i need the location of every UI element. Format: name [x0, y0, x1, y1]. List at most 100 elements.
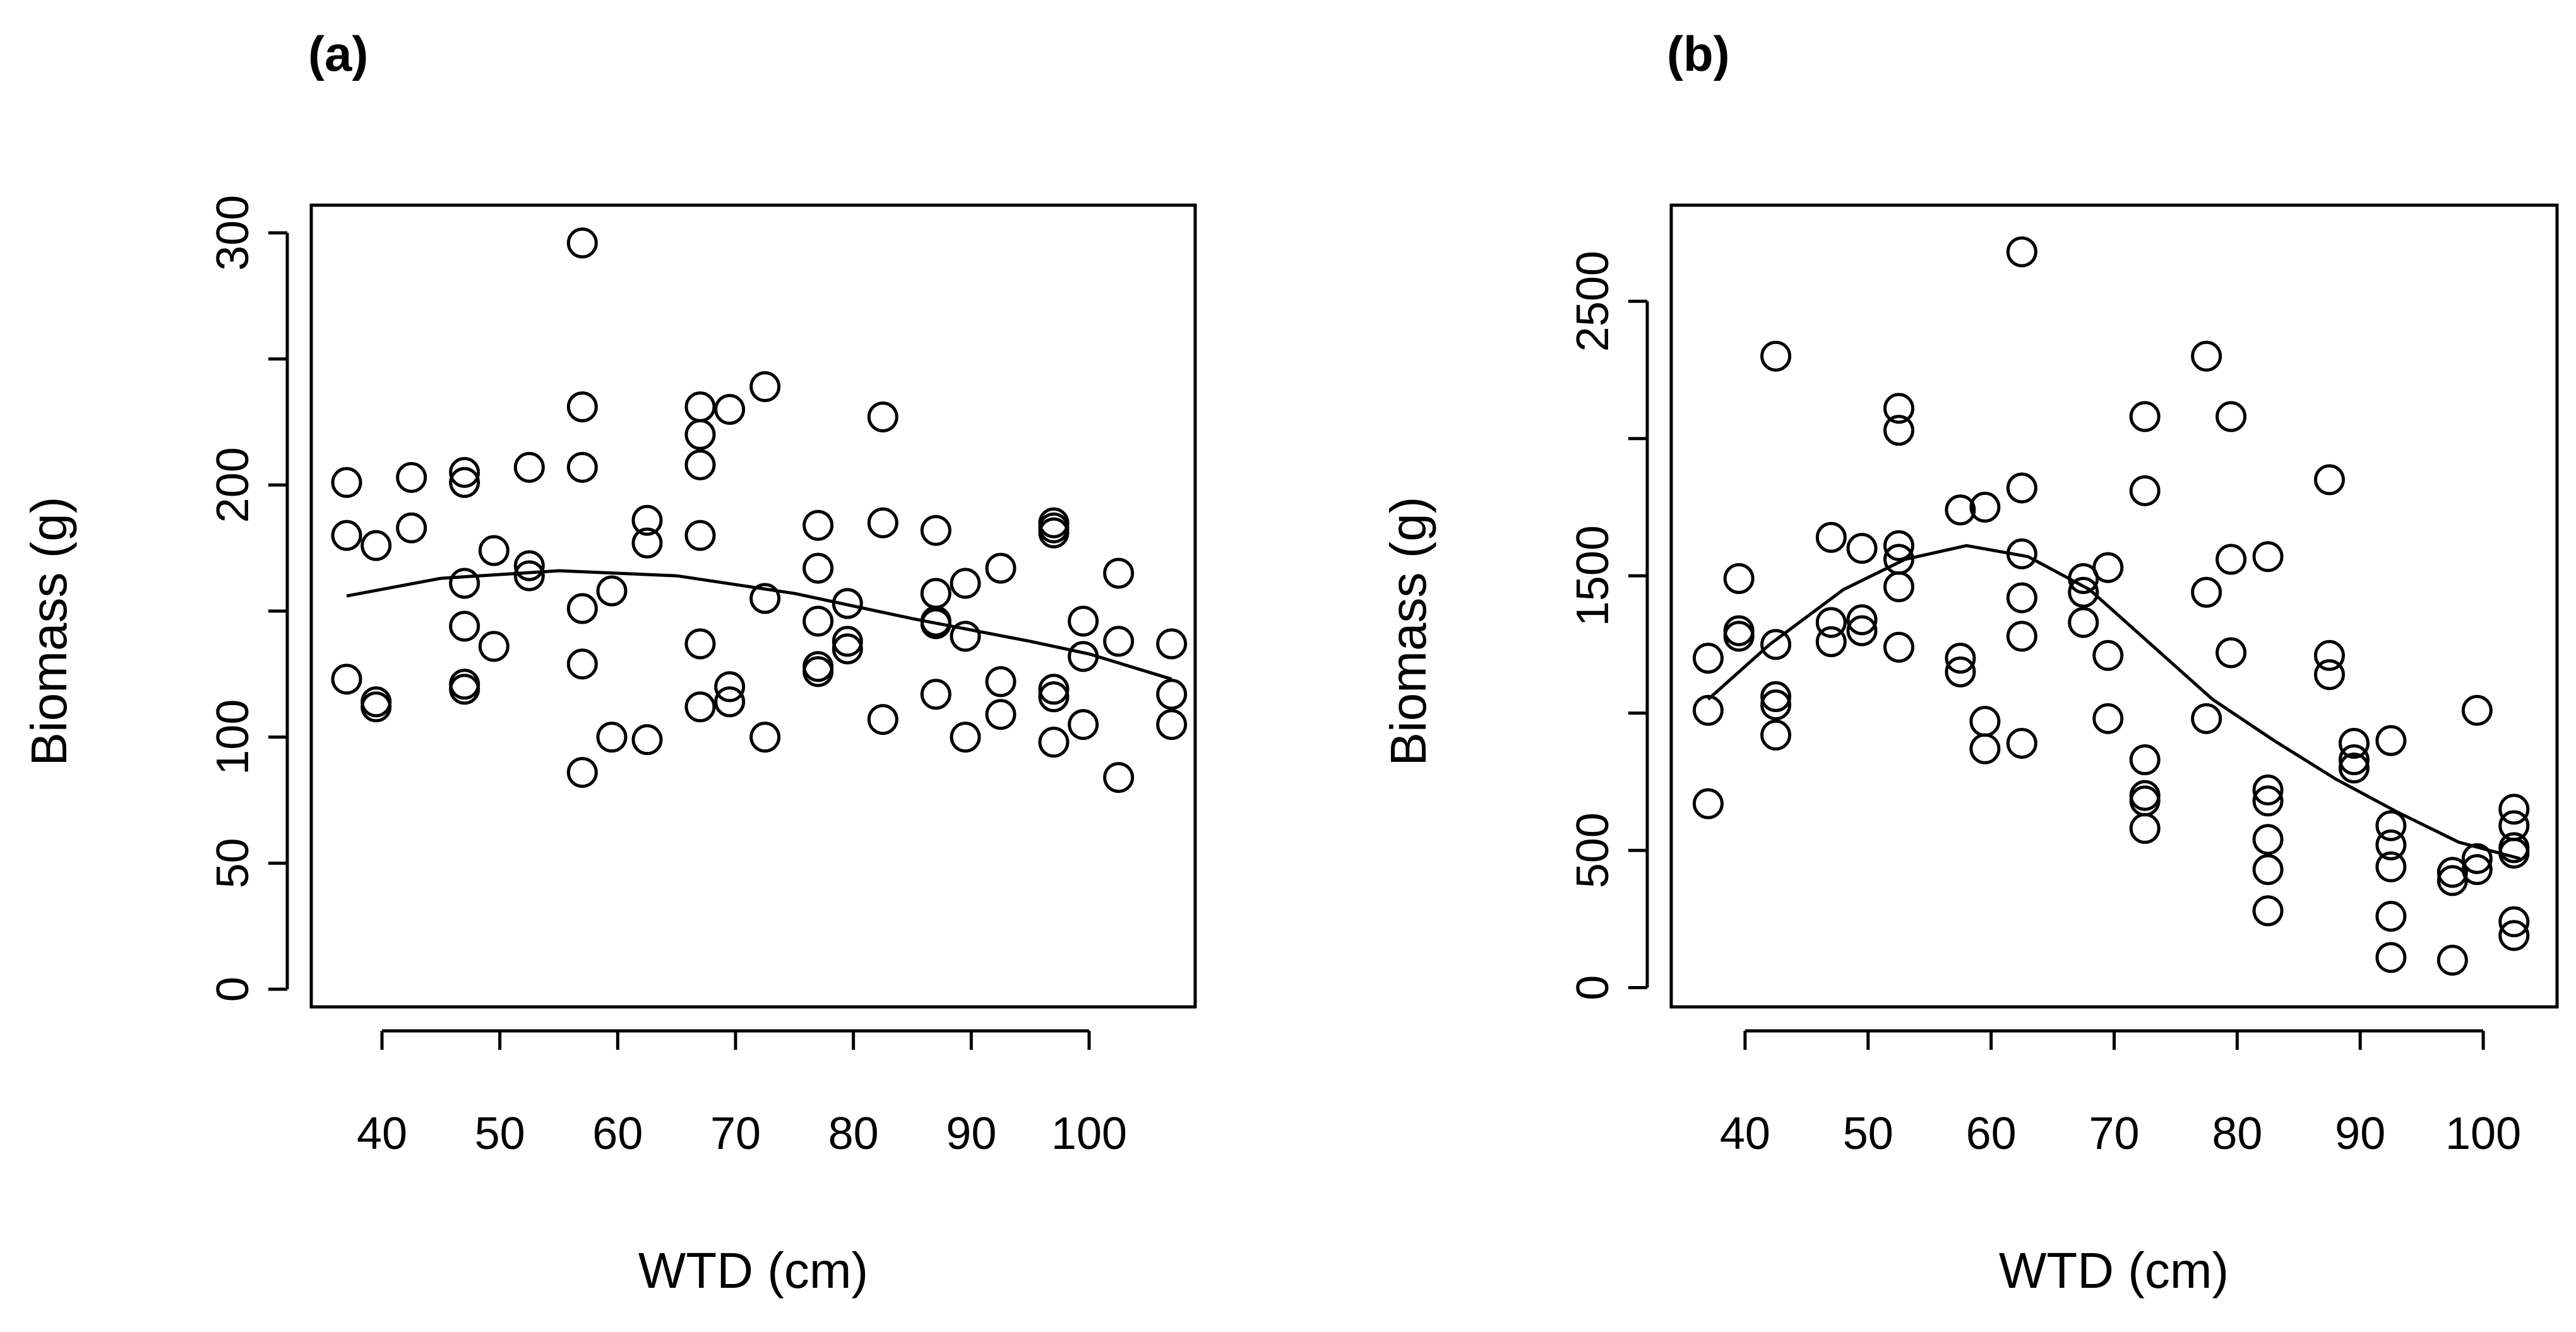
panel-b-y-tick-label: 1500: [1568, 525, 1618, 626]
panel-a-data-point: [331, 663, 362, 695]
panel-b-data-point: [2129, 475, 2161, 506]
panel-a-data-point: [684, 520, 716, 551]
panel-a-data-point: [596, 575, 628, 607]
panel-a-y-tick-label: 300: [208, 195, 258, 271]
panel-b-data-point: [1883, 631, 1914, 663]
panel-b-data-point: [1760, 681, 1792, 713]
panel-b-data-point: [2252, 854, 2284, 886]
panel-b-data-point: [2375, 900, 2407, 932]
panel-b-y-tick-label: 0: [1568, 975, 1618, 1001]
panel-b-y-tick-label: 500: [1568, 812, 1618, 888]
panel-a-data-point: [566, 227, 598, 259]
panel-b-data-point: [2436, 857, 2468, 888]
panel-b-y-axis-title: Biomass (g): [1380, 497, 1436, 766]
panel-b-data-point: [1760, 719, 1792, 751]
panel-a-data-point: [867, 401, 898, 432]
panel-a: (a) 40 50 60 70 80 90 100 0 50 100 200 300 WTD (cm…: [21, 26, 1197, 1299]
panel-a-y-tick-label: 100: [208, 699, 258, 775]
panel-b-data-point: [2498, 920, 2530, 951]
panel-a-data-point: [631, 504, 663, 536]
panel-b-data-point: [2006, 582, 2037, 614]
panel-a-data-point: [449, 674, 480, 705]
panel-a-data-point: [478, 631, 510, 662]
panel-a-data-point: [396, 512, 427, 544]
panel-b-data-point: [2252, 785, 2284, 817]
panel-a-x-tick-label: 60: [592, 1109, 643, 1159]
panel-b-data-point: [2338, 727, 2370, 759]
panel-b-data-point: [2215, 544, 2247, 575]
panel-b-data-point: [2092, 703, 2124, 734]
panel-b-x-tick-label: 90: [2335, 1109, 2385, 1159]
panel-a-data-point: [802, 656, 834, 687]
panel-b: (b) 40 50 60 70 80 90 100 0 500 1500 2500 WTD (cm…: [1380, 26, 2559, 1299]
panel-a-data-point: [631, 724, 663, 756]
panel-b-data-point: [1883, 393, 1914, 424]
panel-b-data-point: [1692, 788, 1724, 819]
panel-a-data-point: [920, 514, 951, 546]
panel-b-label: (b): [1667, 26, 1730, 81]
panel-a-data-point: [920, 679, 951, 710]
panel-b-x-tick-label: 80: [2212, 1109, 2262, 1159]
panel-a-y-tick-label: 200: [208, 447, 258, 523]
panel-a-data-point: [867, 704, 898, 735]
panel-b-data-point: [1760, 340, 1792, 372]
panel-a-data-point: [1038, 674, 1070, 705]
panel-a-data-point: [802, 509, 834, 541]
panel-a-label: (a): [308, 26, 368, 81]
panel-b-data-point: [1945, 656, 1976, 687]
panel-b-data-point: [2092, 639, 2124, 671]
panel-b-data-point: [2191, 703, 2222, 734]
panel-b-data-point: [2498, 906, 2530, 937]
panel-a-data-point: [513, 451, 545, 483]
panel-b-plot-frame: [1669, 203, 2559, 1009]
panel-b-data-point: [1846, 615, 1878, 646]
panel-b-data-point: [2068, 607, 2099, 638]
panel-b-data-point: [2314, 639, 2346, 671]
panel-b-data-point: [1723, 621, 1755, 652]
panel-a-data-point: [331, 467, 362, 498]
panel-b-data-point: [2498, 794, 2530, 825]
panel-a-y-tick-label: 0: [208, 977, 258, 1002]
panel-a-data-point: [1038, 517, 1070, 549]
panel-a-x-axis: 40 50 60 70 80 90 100: [357, 1029, 1127, 1159]
panel-b-data-point: [2092, 552, 2124, 583]
panel-b-data-point: [2314, 659, 2346, 691]
panel-b-x-tick-label: 60: [1966, 1109, 2017, 1159]
panel-a-data-point: [513, 550, 545, 581]
panel-b-x-tick-label: 70: [2089, 1109, 2139, 1159]
panel-a-data-point: [950, 568, 981, 599]
panel-b-data-point: [1692, 694, 1724, 726]
panel-a-data-point: [832, 588, 863, 619]
panel-a-data-point: [985, 552, 1017, 584]
panel-a-data-point: [950, 722, 981, 753]
panel-a-data-point: [566, 451, 598, 483]
panel-b-data-point: [1883, 415, 1914, 446]
panel-a-data-point: [867, 507, 898, 538]
panel-b-x-axis: 40 50 60 70 80 90 100: [1720, 1029, 2521, 1159]
panel-a-fit-curve: [346, 569, 1172, 681]
panel-b-data-point: [1969, 733, 2001, 764]
panel-a-data-point: [396, 461, 427, 493]
panel-a-data-point: [985, 699, 1017, 730]
panel-b-data-point: [2191, 576, 2222, 608]
panel-b-data-point: [1846, 533, 1878, 564]
panel-b-data-point: [2461, 843, 2493, 874]
panel-b-data-point: [1945, 643, 1976, 674]
panel-b-data-point: [1846, 604, 1878, 636]
panel-b-data-point: [1692, 643, 1724, 674]
panel-a-y-axis: 0 50 100 200 300: [208, 195, 289, 1002]
panel-a-data-point: [566, 391, 598, 422]
panel-a-data-point: [1038, 681, 1070, 713]
panel-b-y-tick-label: 2500: [1568, 251, 1618, 352]
panel-a-data-point: [802, 605, 834, 637]
panel-a-data-point: [802, 552, 834, 584]
panel-b-data-point: [2006, 236, 2037, 268]
panel-a-data-point: [749, 583, 781, 614]
panel-a-data-point: [749, 371, 781, 403]
panel-b-data-point: [2215, 637, 2247, 669]
panel-b-data-point: [2129, 744, 2161, 776]
panel-b-data-point: [2252, 541, 2284, 573]
panel-a-data-point: [449, 456, 480, 488]
